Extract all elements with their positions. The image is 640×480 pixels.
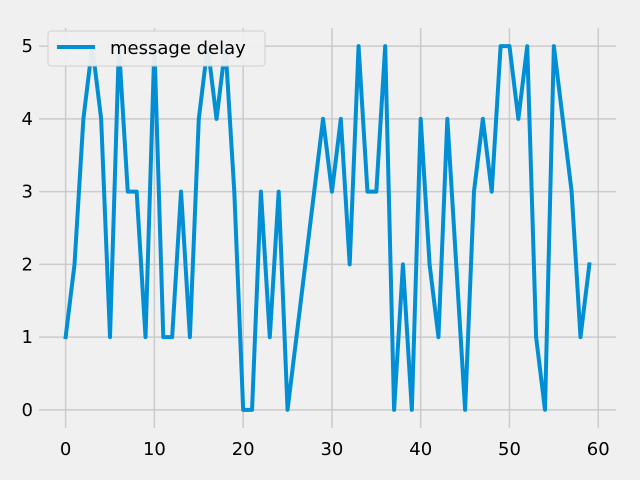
- y-tick-label: 2: [22, 254, 33, 275]
- grid: [39, 28, 616, 428]
- y-tick-label: 0: [22, 400, 33, 421]
- y-tick-label: 5: [22, 36, 33, 57]
- x-tick-label: 0: [60, 439, 71, 460]
- tick-labels: 0 10 20 30 40 50 60 0 1 2 3 4 5: [22, 36, 610, 460]
- x-tick-label: 50: [498, 439, 521, 460]
- x-tick-label: 60: [587, 439, 610, 460]
- y-tick-label: 4: [22, 109, 33, 130]
- legend-label: message delay: [110, 38, 246, 59]
- y-tick-label: 1: [22, 327, 33, 348]
- legend-box: [47, 30, 266, 67]
- x-tick-label: 10: [143, 439, 166, 460]
- x-tick-label: 30: [320, 439, 343, 460]
- y-tick-label: 3: [22, 182, 33, 203]
- x-tick-label: 20: [232, 439, 255, 460]
- series-layer: [63, 44, 592, 412]
- legend: message delay: [47, 30, 266, 67]
- series-line: [63, 44, 592, 412]
- x-tick-label: 40: [409, 439, 432, 460]
